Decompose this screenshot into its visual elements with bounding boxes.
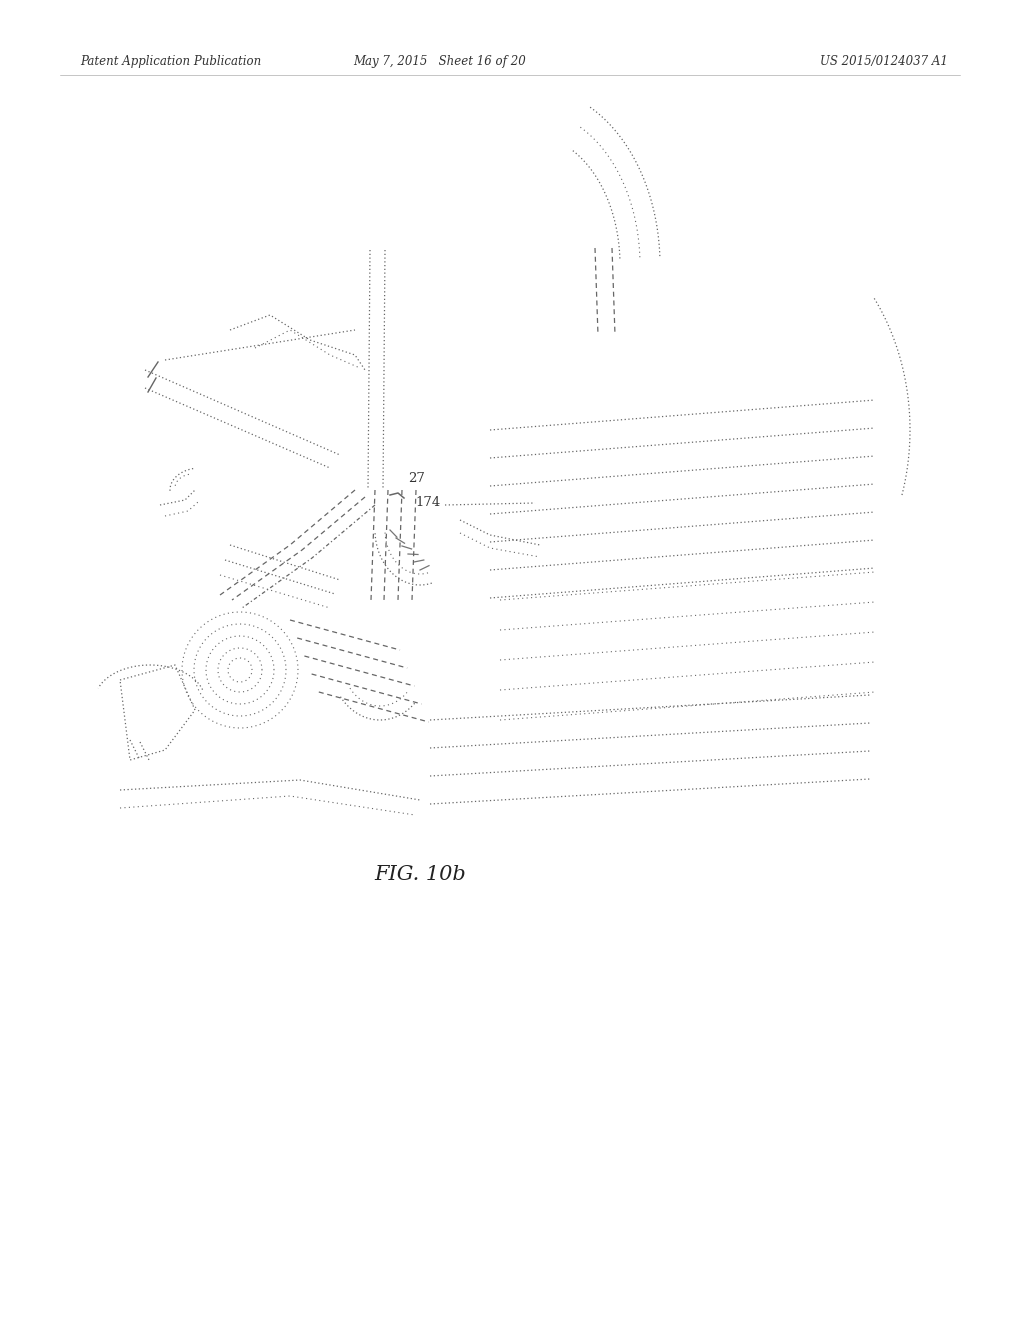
Text: May 7, 2015   Sheet 16 of 20: May 7, 2015 Sheet 16 of 20 [354, 55, 526, 69]
Text: 174: 174 [415, 495, 440, 508]
Text: 27: 27 [408, 471, 425, 484]
Text: FIG. 10b: FIG. 10b [374, 865, 466, 884]
Text: Patent Application Publication: Patent Application Publication [79, 55, 261, 69]
Text: US 2015/0124037 A1: US 2015/0124037 A1 [819, 55, 947, 69]
